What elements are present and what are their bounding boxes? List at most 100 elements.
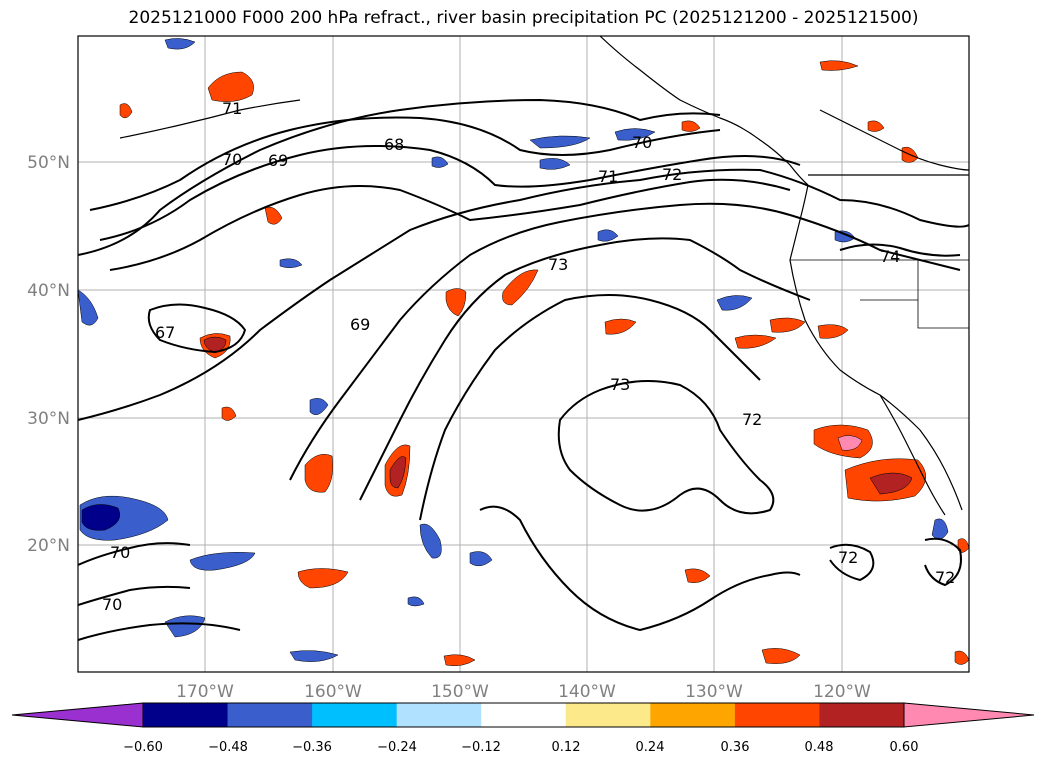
contour-label: 67 <box>155 323 175 342</box>
precip-patch-negative <box>539 158 571 170</box>
precip-patch-positive <box>389 456 407 489</box>
colorbar-tick-label: 0.36 <box>721 740 750 755</box>
precip-patch-negative <box>78 289 99 326</box>
precip-patch-positive <box>119 103 133 119</box>
precip-patch-positive <box>761 648 801 664</box>
precip-patch-positive <box>734 334 777 349</box>
contour-label: 71 <box>598 167 618 186</box>
contour-line <box>78 622 241 641</box>
lon-label: 150°W <box>431 682 489 702</box>
contour-line <box>557 380 775 515</box>
border-states <box>790 259 969 329</box>
coastline-north-america <box>789 184 963 511</box>
contour-label: 73 <box>610 375 630 394</box>
contour-label: 68 <box>384 135 404 154</box>
lon-label: 120°W <box>813 682 871 702</box>
colorbar-swatch <box>650 703 736 727</box>
contour-line <box>839 243 961 257</box>
precip-patch-positive <box>867 120 885 132</box>
colorbar-swatch <box>734 703 820 727</box>
coastline-alaska <box>599 36 809 186</box>
contour-line <box>78 98 721 256</box>
precip-patch-negative <box>309 398 329 416</box>
precip-patch-positive <box>817 324 849 339</box>
precip-patch-negative <box>279 258 303 268</box>
coastline-canada-islands <box>819 109 969 171</box>
precip-patch-positive <box>769 317 806 333</box>
colorbar-tick-labels: −0.60 −0.48 −0.36 −0.24 −0.12 0.12 0.24 … <box>123 740 918 755</box>
colorbar-swatch <box>396 703 482 727</box>
contour-label: 69 <box>268 151 288 170</box>
contour-label: 70 <box>102 595 122 614</box>
colorbar-tick-label: 0.24 <box>636 740 665 755</box>
precip-patch-positive <box>445 288 467 317</box>
colorbar-tick-label: −0.48 <box>208 740 248 755</box>
contour-line <box>479 505 801 632</box>
colorbar-swatch <box>312 703 398 727</box>
precip-patch-positive <box>819 60 859 71</box>
colorbar-tick-label: 0.48 <box>805 740 834 755</box>
precip-patch-negative <box>529 135 591 149</box>
precip-patch-positive <box>837 435 863 451</box>
gridlines <box>78 36 969 672</box>
lat-label: 20°N <box>27 536 70 556</box>
contour-line <box>147 303 247 354</box>
colorbar-frame <box>142 702 905 728</box>
contour-line <box>89 116 721 211</box>
contour-line <box>99 145 801 241</box>
lat-label: 40°N <box>27 281 70 301</box>
contour-label: 72 <box>662 165 682 184</box>
colorbar-tick-label: −0.12 <box>461 740 501 755</box>
refractivity-contours <box>78 98 969 641</box>
precip-patch-negative <box>419 523 442 559</box>
colorbar-swatch <box>819 703 905 727</box>
colorbar-extend-min <box>11 702 144 728</box>
precip-patch-positive <box>297 568 349 589</box>
contour-label: 72 <box>742 410 762 429</box>
contour-line <box>78 542 191 566</box>
lat-label: 50°N <box>27 153 70 173</box>
precip-patch-positive <box>264 206 283 225</box>
contour-label: 72 <box>838 548 858 567</box>
contour-line <box>78 168 969 421</box>
contour-label: 70 <box>632 133 652 152</box>
contour-label: 70 <box>222 150 242 169</box>
contour-label: 70 <box>110 543 130 562</box>
lon-label: 130°W <box>685 682 743 702</box>
precip-patch-positive <box>869 472 913 495</box>
colorbar-tick-label: 0.60 <box>890 740 919 755</box>
contour-line <box>924 537 962 587</box>
colorbar-swatch <box>565 703 651 727</box>
colorbar-extend-max <box>903 702 1035 728</box>
contour-labels: 71 70 69 68 70 71 72 73 67 69 73 72 74 7… <box>102 99 955 614</box>
precip-patch-positive <box>684 568 711 583</box>
contour-line <box>78 585 191 606</box>
contour-line <box>109 178 791 271</box>
precip-patch-positive <box>207 71 254 102</box>
precip-patch-negative <box>81 504 121 531</box>
precip-patch-positive <box>221 406 237 421</box>
precip-patch-positive <box>502 269 539 306</box>
colorbar-swatch <box>227 703 313 727</box>
colorbar: −0.60 −0.48 −0.36 −0.24 −0.12 0.12 0.24 … <box>11 702 1035 755</box>
colorbar-tick-label: −0.36 <box>292 740 332 755</box>
contour-label: 72 <box>935 568 955 587</box>
contour-line <box>359 237 811 501</box>
precip-patch-positive <box>304 454 333 493</box>
precip-patch-negative <box>716 295 753 311</box>
lon-label: 170°W <box>176 682 234 702</box>
contour-label: 73 <box>548 255 568 274</box>
map-frame <box>77 35 970 673</box>
colorbar-swatches <box>11 702 1035 728</box>
colorbar-tick-label: −0.60 <box>123 740 163 755</box>
precip-patch-positive <box>681 120 701 132</box>
contour-label: 69 <box>350 315 370 334</box>
lon-label: 140°W <box>558 682 616 702</box>
coastline-baja <box>879 394 946 516</box>
precip-patch-negative <box>614 128 656 141</box>
lon-label: 160°W <box>304 682 362 702</box>
map-panel: 71 70 69 68 70 71 72 73 67 69 73 72 74 7… <box>77 35 970 673</box>
lat-label: 30°N <box>27 409 70 429</box>
colorbar-swatch <box>481 703 567 727</box>
